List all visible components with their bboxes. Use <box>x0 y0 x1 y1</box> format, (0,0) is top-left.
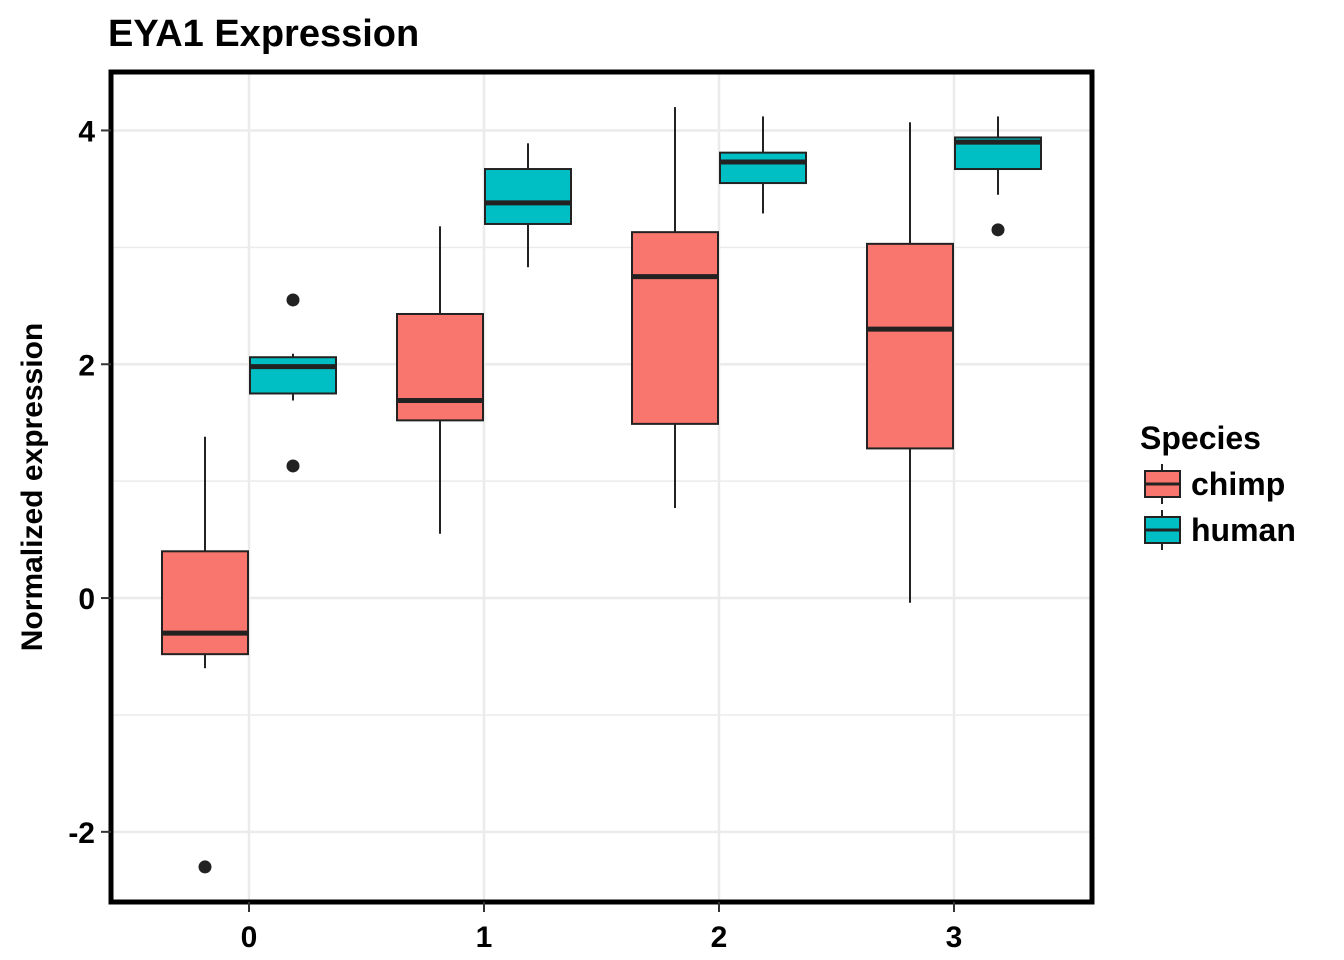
x-tick-label: 0 <box>241 921 258 954</box>
plot-marks <box>161 107 1042 874</box>
box-human-3 <box>954 116 1042 237</box>
box <box>631 231 719 425</box>
x-tick-label: 1 <box>476 921 493 954</box>
y-axis-ticks: -2 0 2 4 <box>68 115 111 850</box>
box-chimp-0 <box>161 436 249 874</box>
plot-background <box>111 72 1092 902</box>
y-tick-label: 0 <box>78 583 95 616</box>
box-human-2 <box>719 116 807 214</box>
x-tick-label: 3 <box>946 921 963 954</box>
grid <box>111 72 1092 902</box>
box <box>161 550 249 656</box>
legend-label: chimp <box>1191 466 1285 502</box>
x-axis-ticks: 0 1 2 3 <box>241 902 963 954</box>
box <box>249 356 337 395</box>
plot-border <box>108 69 1095 905</box>
y-tick-label: 4 <box>78 115 95 148</box>
y-tick-label: 2 <box>78 349 95 382</box>
box-chimp-3 <box>866 122 954 603</box>
box-chimp-2 <box>631 107 719 509</box>
x-tick-label: 2 <box>711 921 728 954</box>
y-tick-label: -2 <box>68 817 95 850</box>
box <box>396 312 484 422</box>
box <box>866 242 954 450</box>
box <box>484 168 572 225</box>
legend: Species chimp human <box>1140 420 1296 550</box>
legend-item-human: human <box>1144 510 1296 550</box>
box <box>719 151 807 185</box>
box-human-1 <box>484 143 572 268</box>
outlier-point <box>286 459 300 473</box>
box-human-0 <box>249 293 337 473</box>
legend-label: human <box>1191 512 1296 548</box>
outlier-point <box>198 860 212 874</box>
y-axis-label: Normalized expression <box>16 323 49 651</box>
outlier-point <box>991 223 1005 237</box>
chart-title: EYA1 Expression <box>108 13 419 55</box>
legend-title: Species <box>1140 420 1261 456</box>
box-chimp-1 <box>396 226 484 534</box>
legend-item-chimp: chimp <box>1144 464 1285 504</box>
outlier-point <box>286 293 300 307</box>
